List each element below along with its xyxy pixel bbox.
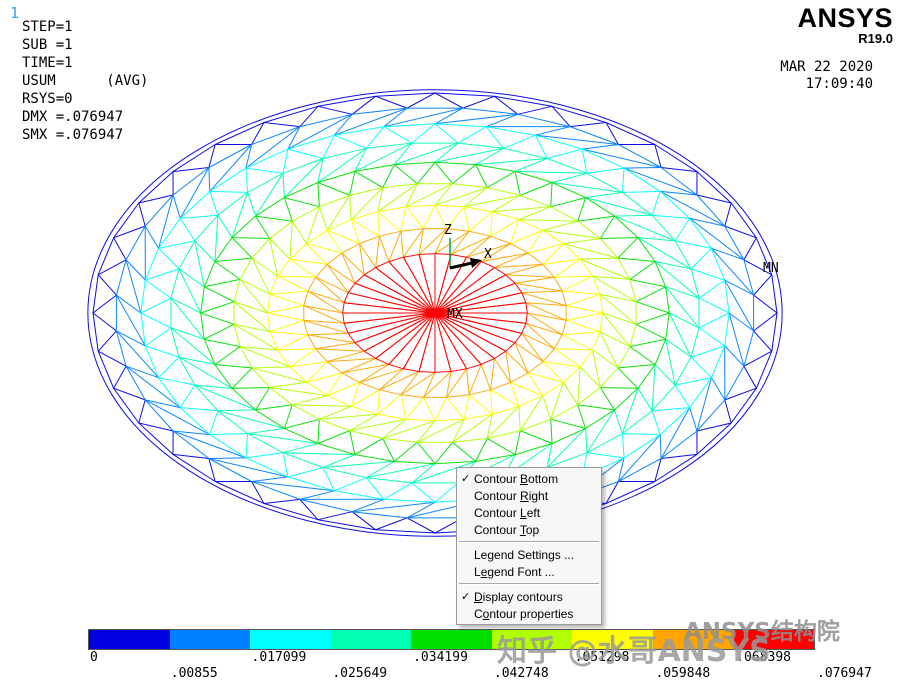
coordinate-triad: Z X [444,223,492,270]
info-line: TIME=1 [22,55,73,71]
menu-item-label: Contour properties [474,606,574,621]
menu-item-contour-bottom[interactable]: ✓ Contour Bottom [457,470,601,487]
triad-z-label: Z [444,223,452,238]
menu-item-legend-settings[interactable]: Legend Settings ... [457,546,601,563]
brand-block: ANSYS R19.0 MAR 22 2020 17:09:40 [780,4,893,93]
legend-tick-label: .051298 [574,650,630,665]
menu-item-label: Display contours [474,589,563,604]
legend-tick-label: .059848 [655,666,711,681]
info-line: SMX =.076947 [22,127,124,143]
ansys-logo: ANSYS [797,3,893,33]
menu-separator [459,583,599,585]
info-line: SUB =1 [22,37,73,53]
legend-color-segment [330,630,412,649]
ansys-version: R19.0 [858,31,893,47]
analysis-date: MAR 22 2020 [780,58,873,75]
menu-item-label: Legend Settings ... [474,547,575,562]
menu-item-label: Legend Font ... [474,564,555,579]
menu-item-label: Contour Right [474,488,549,503]
menu-item-label: Contour Top [474,522,540,537]
legend-color-segment [733,630,815,649]
legend-tick-label: .034199 [413,650,468,665]
legend-color-segment [89,630,170,649]
info-line: USUM (AVG) [22,73,149,89]
menu-item-contour-right[interactable]: Contour Right [457,487,601,504]
legend-color-segment [411,630,492,649]
legend-tick-label: .017099 [251,650,307,665]
menu-item-display-contours[interactable]: ✓ Display contours [457,588,601,605]
legend-tick-label: .042748 [493,666,549,681]
watermark-zhihu: 知乎 @水哥ANSYS [497,634,771,669]
legend-color-segment [572,630,653,649]
checkmark-icon: ✓ [461,473,471,485]
info-line: STEP=1 [22,19,73,35]
analysis-time: 17:09:40 [805,75,873,92]
legend-color-segment [250,630,331,649]
legend-tick-label: .00855 [170,666,218,681]
max-node-label: MX [447,307,463,322]
info-line: DMX =.076947 [22,109,124,125]
menu-item-contour-properties[interactable]: Contour properties [457,605,601,622]
menu-item-label: Contour Bottom [474,471,559,486]
watermark-ansys-group: ANSYS结构院 [684,619,840,645]
legend-tick-label: 0 [90,650,98,665]
legend-tick-label: .068398 [736,650,792,665]
context-menu: ✓ Contour Bottom Contour Right Contour Left… [456,467,602,625]
plot-number: 1 [10,4,20,22]
menu-separator [459,541,599,543]
menu-item-contour-left[interactable]: Contour Left [457,504,601,521]
legend-tick-label: .076947 [817,666,872,681]
menu-item-label: Contour Left [474,505,541,520]
legend-color-segment [652,630,734,649]
legend-bar [88,629,815,650]
min-node-label: MN [763,261,779,276]
legend-color-segment [169,630,251,649]
triad-x-axis [449,261,473,270]
triad-x-label: X [484,247,492,262]
legend-ticks: 0 .017099 .034199 .051298 .068398 .00855 .0256… [88,650,900,681]
legend-tick-label: .025649 [332,666,388,681]
checkmark-icon: ✓ [461,591,471,603]
menu-item-contour-top[interactable]: Contour Top [457,521,601,538]
dome-wireframe [87,89,783,537]
triad-x-arrowhead [470,258,482,268]
info-line: RSYS=0 [22,91,73,107]
menu-item-legend-font[interactable]: Legend Font ... [457,563,601,580]
legend-color-segment [491,630,573,649]
info-block: STEP=1 SUB =1 TIME=1 USUM (AVG) RSYS=0 DMX =.… [22,18,148,144]
